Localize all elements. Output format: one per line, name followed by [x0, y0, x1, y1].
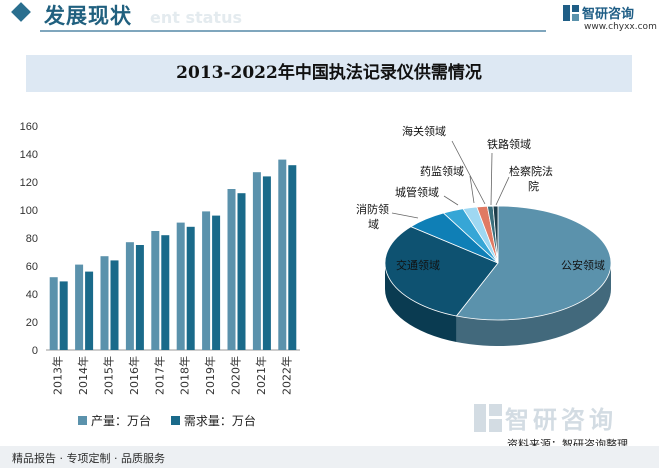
pie-label-0: 公安领域 [561, 258, 605, 272]
pie-slice-1 [384, 226, 499, 317]
pie-label-2: 域 [368, 218, 379, 231]
brand-logo-icon [563, 5, 579, 21]
legend-label-demand: 需求量：万台 [183, 414, 256, 428]
bar-demand [212, 215, 221, 350]
bar-demand [237, 193, 246, 350]
pie-label-7: 检察院法 [509, 164, 553, 178]
y-tick-label: 80 [26, 233, 38, 245]
pie-leader-4 [469, 175, 475, 204]
x-tick-label: 2015年 [102, 356, 116, 395]
bar-production [252, 172, 261, 350]
bar-production [202, 211, 211, 350]
y-tick-label: 160 [20, 121, 38, 133]
header-divider [40, 30, 546, 32]
footer-bar [0, 446, 659, 468]
x-tick-label: 2016年 [127, 356, 141, 395]
bar-production [75, 264, 84, 350]
chart-title: 2013-2022年中国执法记录仪供需情况 [176, 63, 482, 83]
x-tick-label: 2014年 [76, 356, 90, 395]
brand-name: 智研咨询 [582, 7, 635, 22]
y-tick-label: 60 [26, 261, 38, 273]
pie-label-2: 消防领 [356, 202, 389, 216]
bar-demand [186, 226, 195, 350]
footer-text: 精品报告 · 专项定制 · 品质服务 [12, 452, 165, 465]
x-tick-label: 2013年 [51, 356, 65, 395]
pie-leader-7 [495, 176, 510, 206]
pie-leader-6 [490, 152, 493, 206]
bar-production [151, 231, 160, 350]
bar-demand [262, 176, 271, 350]
bar-demand [110, 260, 119, 350]
legend-item-production: 产量：万台 [78, 412, 151, 429]
chart-title-bar [26, 55, 632, 92]
legend-label-production: 产量：万台 [91, 414, 152, 428]
bar-production [100, 256, 109, 350]
pie-leader-2 [391, 212, 419, 219]
x-tick-label: 2017年 [152, 356, 166, 395]
legend-swatch-demand [170, 416, 180, 425]
brand-url: www.chyxx.com [584, 22, 657, 32]
pie-label-4: 药监领域 [420, 165, 464, 178]
pie-slice-0 [455, 205, 612, 321]
pie-slice-7 [492, 205, 499, 264]
pie-label-1: 交通领域 [396, 258, 440, 272]
x-tick-label: 2018年 [178, 356, 192, 395]
section-title: 发展现状 [44, 4, 132, 28]
header-ghost-text: ent status [150, 8, 242, 27]
pie-label-3: 城管领域 [395, 185, 439, 199]
bar-demand [161, 235, 170, 350]
bar-demand [59, 281, 68, 350]
pie-side-1 [385, 263, 457, 342]
y-tick-label: 40 [26, 289, 38, 301]
pie-leader-3 [443, 195, 459, 206]
pie-label-6: 铁路领域 [487, 138, 531, 151]
bar-demand [288, 165, 297, 350]
x-tick-label: 2021年 [254, 356, 268, 395]
bar-legend: 产量：万台 需求量：万台 [78, 412, 272, 429]
legend-swatch-production [78, 416, 87, 425]
header: ent status 发展现状 智研咨询 www.chyxx.com [0, 0, 659, 40]
legend-item-demand: 需求量：万台 [170, 412, 256, 429]
pie-label-5: 海关领域 [402, 124, 446, 138]
bar-demand [85, 271, 94, 350]
pie-leader-5 [451, 140, 486, 205]
pie-label-7: 院 [528, 179, 539, 193]
bar-production [278, 159, 287, 350]
watermark-text: 智研咨询 [505, 406, 617, 434]
watermark-logo-icon [474, 404, 502, 432]
bar-production [176, 222, 185, 350]
y-tick-label: 20 [26, 317, 38, 329]
x-tick-label: 2020年 [229, 356, 243, 395]
x-tick-label: 2019年 [203, 356, 217, 395]
bar-demand [135, 245, 144, 350]
y-tick-label: 100 [20, 205, 38, 217]
bar-production [227, 189, 236, 350]
bar-production [125, 242, 134, 350]
pie-side-0 [456, 263, 611, 346]
bar-production [49, 277, 58, 350]
y-tick-label: 140 [20, 149, 38, 161]
y-tick-label: 0 [32, 345, 38, 357]
y-tick-label: 120 [20, 177, 38, 189]
x-tick-label: 2022年 [279, 356, 293, 395]
